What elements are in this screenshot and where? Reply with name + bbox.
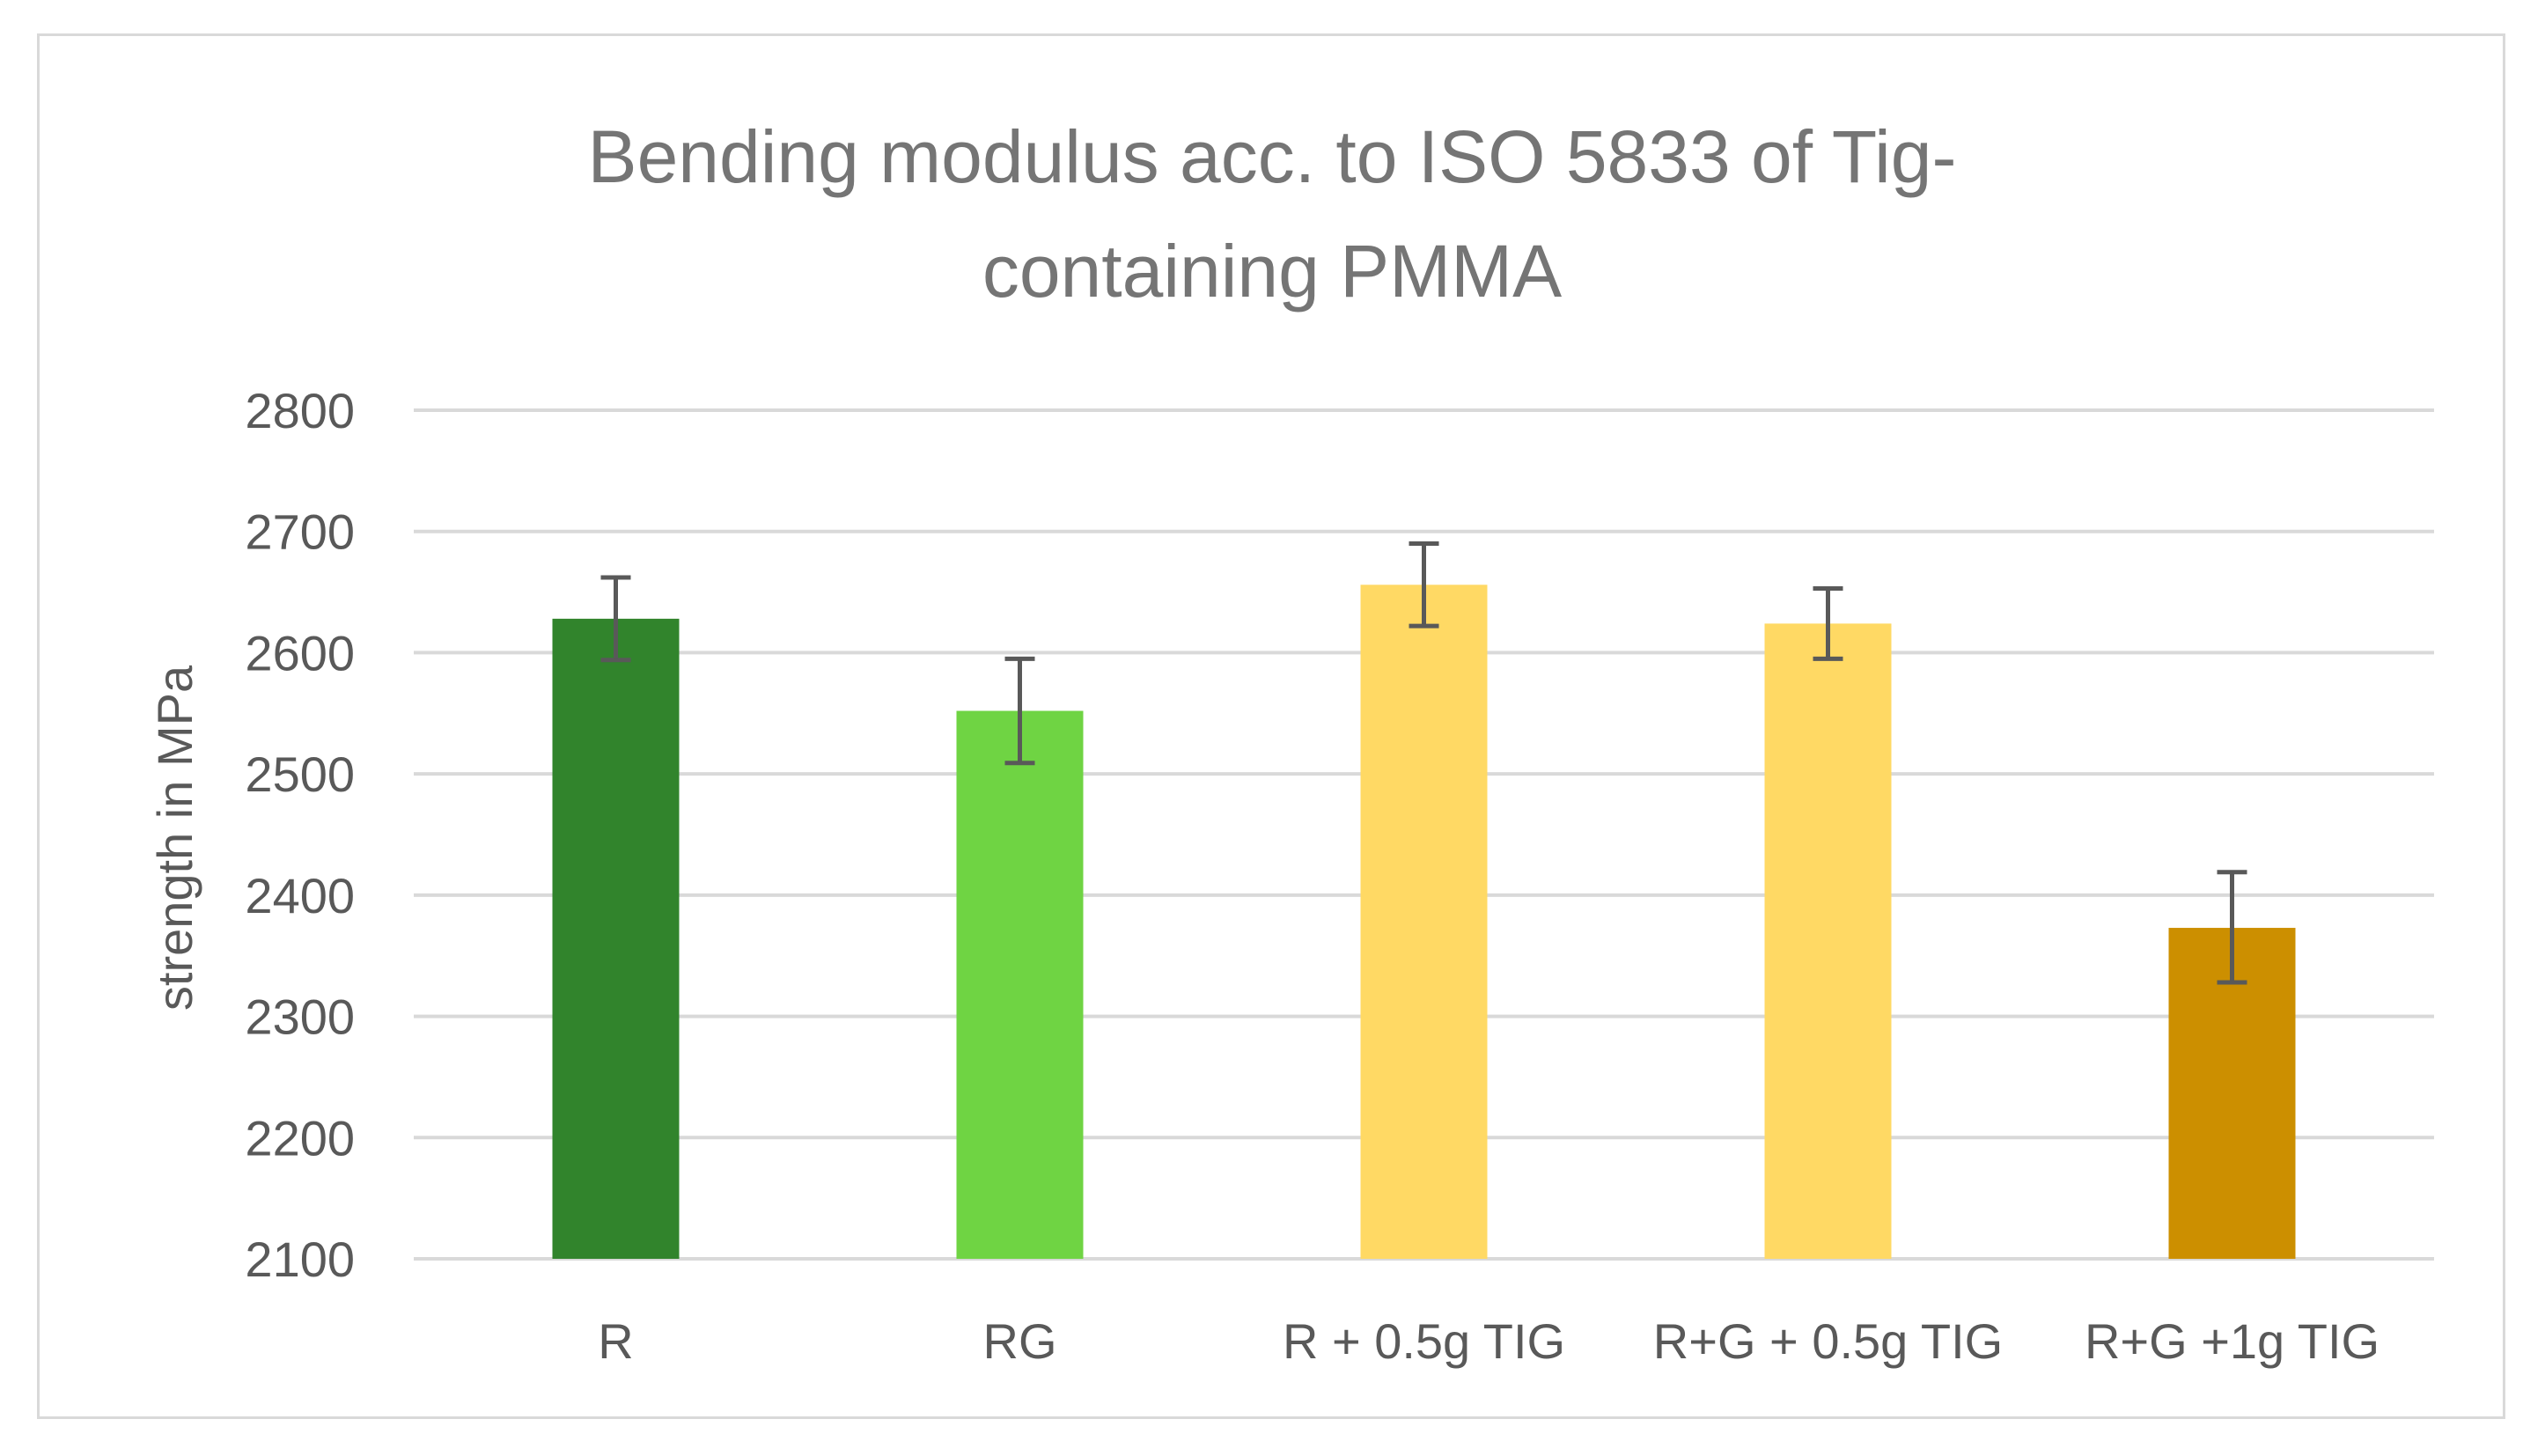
y-tick-label: 2500 bbox=[245, 746, 355, 802]
bar-2 bbox=[956, 710, 1084, 1259]
error-bar-5 bbox=[2217, 870, 2247, 985]
x-tick-label: R bbox=[598, 1313, 633, 1369]
bar-3 bbox=[1360, 585, 1488, 1259]
y-tick-labels: 2100 2200 2300 2400 2500 2600 2700 2800 bbox=[245, 383, 355, 1287]
error-bar-2 bbox=[1004, 656, 1035, 766]
error-bar-4 bbox=[1813, 585, 1843, 661]
error-bar-1 bbox=[600, 575, 631, 663]
y-tick-label: 2300 bbox=[245, 989, 355, 1045]
chart-title-line-2: containing PMMA bbox=[982, 230, 1562, 313]
error-bar-3 bbox=[1409, 540, 1439, 629]
chart-title-line-1: Bending modulus acc. to ISO 5833 of Tig- bbox=[588, 115, 1957, 198]
y-tick-label: 2200 bbox=[245, 1110, 355, 1166]
y-tick-label: 2800 bbox=[245, 383, 355, 438]
x-tick-label: R + 0.5g TIG bbox=[1283, 1313, 1565, 1369]
bar-4 bbox=[1764, 623, 1892, 1259]
error-bars bbox=[600, 540, 2247, 985]
y-tick-label: 2600 bbox=[245, 625, 355, 680]
y-tick-label: 2400 bbox=[245, 868, 355, 923]
chart-frame bbox=[37, 33, 2505, 1419]
y-tick-label: 2700 bbox=[245, 504, 355, 560]
x-tick-labels: R RG R + 0.5g TIG R+G + 0.5g TIG R+G +1g TIG bbox=[598, 1313, 2380, 1369]
x-tick-label: RG bbox=[983, 1313, 1057, 1369]
bars bbox=[552, 585, 2296, 1259]
bar-1 bbox=[552, 618, 680, 1259]
x-tick-label: R+G +1g TIG bbox=[2085, 1313, 2380, 1369]
x-tick-label: R+G + 0.5g TIG bbox=[1653, 1313, 2003, 1369]
y-tick-label: 2100 bbox=[245, 1232, 355, 1287]
y-axis-title: strength in MPa bbox=[147, 665, 202, 1011]
